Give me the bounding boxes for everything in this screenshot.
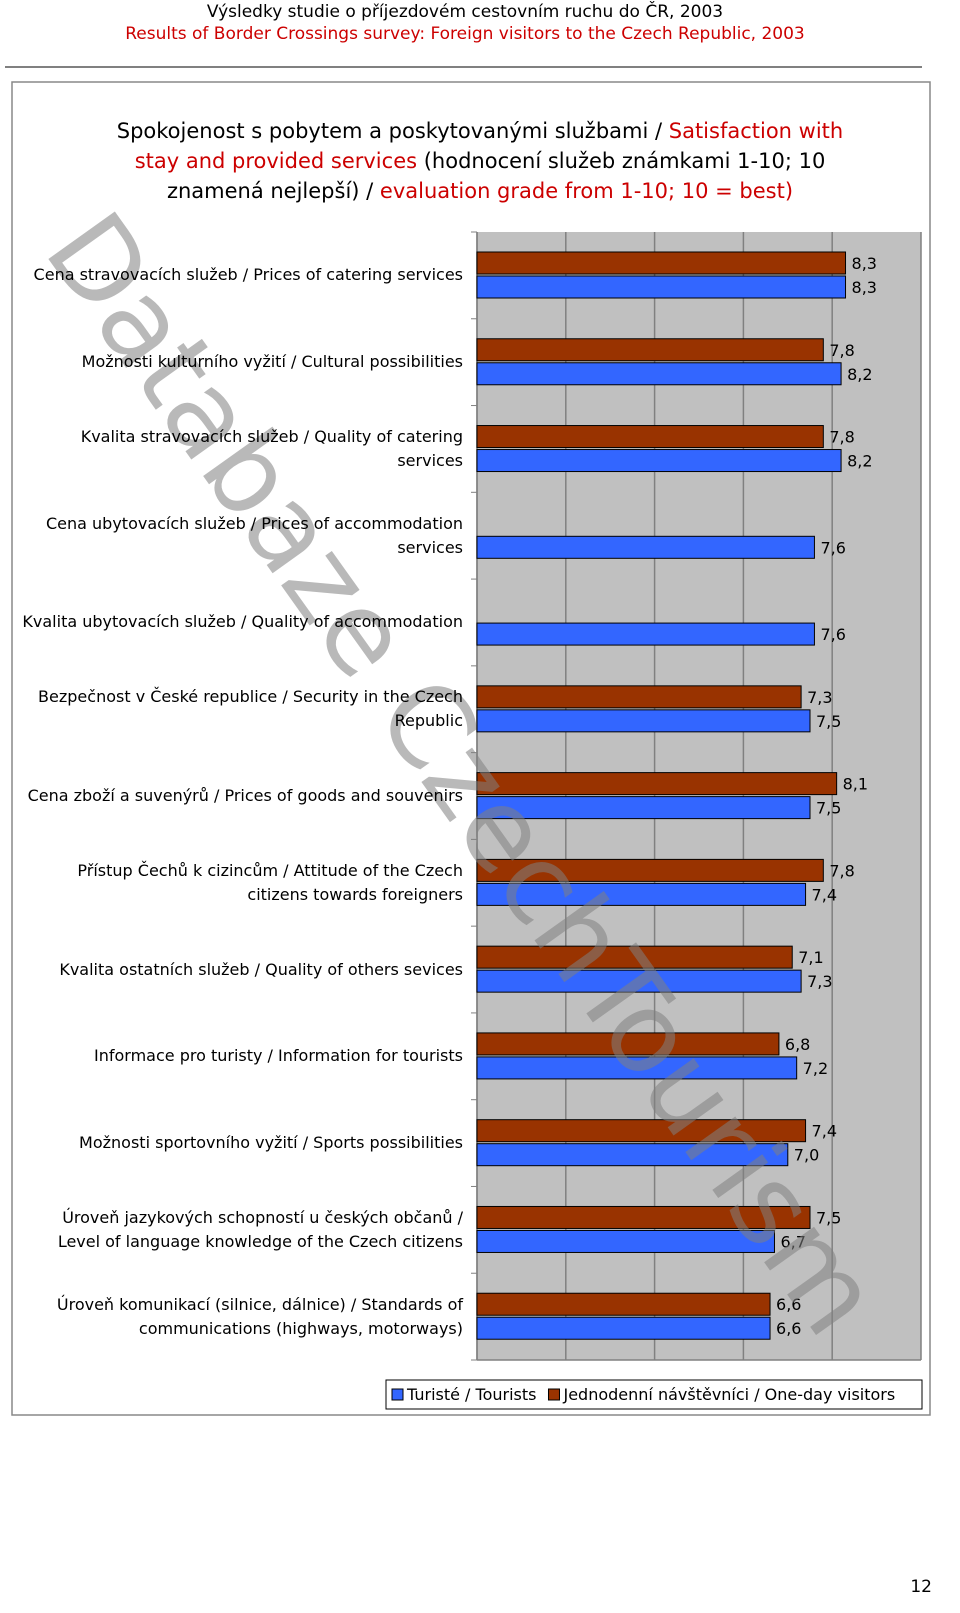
bar: [476, 1032, 780, 1056]
bar: [476, 945, 793, 969]
value-label: 6,6: [776, 1295, 801, 1314]
bar: [476, 796, 811, 820]
value-label: 7,4: [812, 1122, 837, 1141]
bar: [476, 535, 815, 559]
header-line2: Results of Border Crossings survey: Fore…: [125, 24, 805, 44]
value-label: 6,8: [785, 1035, 810, 1054]
value-label: 7,8: [829, 428, 854, 447]
y-tick-label: Cena zboží a suvenýrů / Prices of goods …: [27, 785, 463, 805]
y-tick-label: Kvalita stravovacích služeb / Quality of…: [80, 426, 463, 470]
value-label: 7,1: [798, 948, 823, 967]
bar: [476, 858, 824, 882]
y-tick-label: Cena stravovacích služeb / Prices of cat…: [33, 265, 463, 285]
value-label: 7,3: [807, 688, 832, 707]
bar: [476, 1316, 771, 1340]
value-label: 6,7: [780, 1232, 805, 1251]
value-label: 7,3: [807, 972, 832, 991]
legend-label: Jednodenní návštěvníci / One-day visitor…: [562, 1385, 895, 1404]
value-label: 6,6: [776, 1319, 801, 1338]
value-label: 8,3: [852, 254, 877, 273]
y-tick-label: Bezpečnost v České republice / Security …: [38, 687, 463, 731]
bar: [476, 685, 802, 709]
y-tick-label: Úroveň jazykových schopností u českých o…: [57, 1207, 463, 1251]
page-number: 12: [910, 1577, 932, 1597]
title-part: (hodnocení služeb známkami 1-10; 10 znam…: [166, 149, 826, 203]
value-label: 7,2: [803, 1059, 828, 1078]
y-tick-label: Přístup Čechů k cizincům / Attitude of t…: [77, 860, 463, 904]
bar: [476, 425, 824, 449]
legend: Turisté / Tourists Jednodenní návštěvníci…: [385, 1379, 923, 1410]
legend-frame: [385, 1379, 923, 1410]
bar: [476, 1143, 789, 1167]
bar: [476, 969, 802, 993]
bar: [476, 709, 811, 733]
bar: [476, 1292, 771, 1316]
bar: [476, 1119, 807, 1143]
value-label: 7,8: [829, 861, 854, 880]
value-label: 7,8: [829, 341, 854, 360]
value-label: 8,2: [847, 365, 872, 384]
bar: [476, 338, 824, 362]
bar: [476, 772, 838, 796]
y-tick-label: Možnosti sportovního vyžití / Sports pos…: [79, 1133, 463, 1153]
header-line1: Výsledky studie o příjezdovém cestovním …: [206, 2, 724, 22]
legend-swatch: [391, 1388, 404, 1401]
value-label: 7,4: [812, 885, 837, 904]
y-tick-label: Informace pro turisty / Information for …: [94, 1046, 463, 1066]
value-label: 7,6: [820, 625, 845, 644]
bar: [476, 251, 847, 275]
bar: [476, 449, 842, 473]
title-part: evaluation grade from 1-10; 10 = best): [379, 179, 794, 203]
y-tick-label: Cena ubytovacích služeb / Prices of acco…: [45, 513, 463, 557]
title-part: Spokojenost s pobytem a poskytovanými sl…: [116, 119, 669, 143]
bar: [476, 622, 815, 646]
value-label: 7,5: [816, 1208, 841, 1227]
value-label: 8,3: [852, 278, 877, 297]
value-label: 7,5: [816, 712, 841, 731]
legend-label: Turisté / Tourists: [406, 1385, 536, 1404]
value-label: 7,5: [816, 799, 841, 818]
bar: [476, 1205, 811, 1229]
legend-swatch: [547, 1388, 560, 1401]
chart-title: Spokojenost s pobytem a poskytovanými sl…: [100, 116, 860, 206]
title-part: Satisfaction with stay and provided serv…: [134, 119, 844, 173]
value-label: 8,2: [847, 452, 872, 471]
bar: [476, 1229, 775, 1253]
bar: [476, 882, 807, 906]
bar: [476, 362, 842, 386]
value-label: 7,6: [820, 538, 845, 557]
plot-area: [477, 232, 921, 1360]
bar: [476, 275, 847, 299]
y-tick-label: Kvalita ubytovacích služeb / Quality of …: [22, 612, 463, 632]
y-tick-label: Úroveň komunikací (silnice, dálnice) / S…: [56, 1294, 463, 1338]
y-tick-label: Možnosti kulturního vyžití / Cultural po…: [81, 352, 463, 372]
value-label: 7,0: [794, 1146, 819, 1165]
chart-frame: [11, 81, 931, 1416]
y-tick-label: Kvalita ostatních služeb / Quality of ot…: [59, 959, 463, 979]
value-label: 8,1: [843, 775, 868, 794]
bar: [476, 1056, 798, 1080]
